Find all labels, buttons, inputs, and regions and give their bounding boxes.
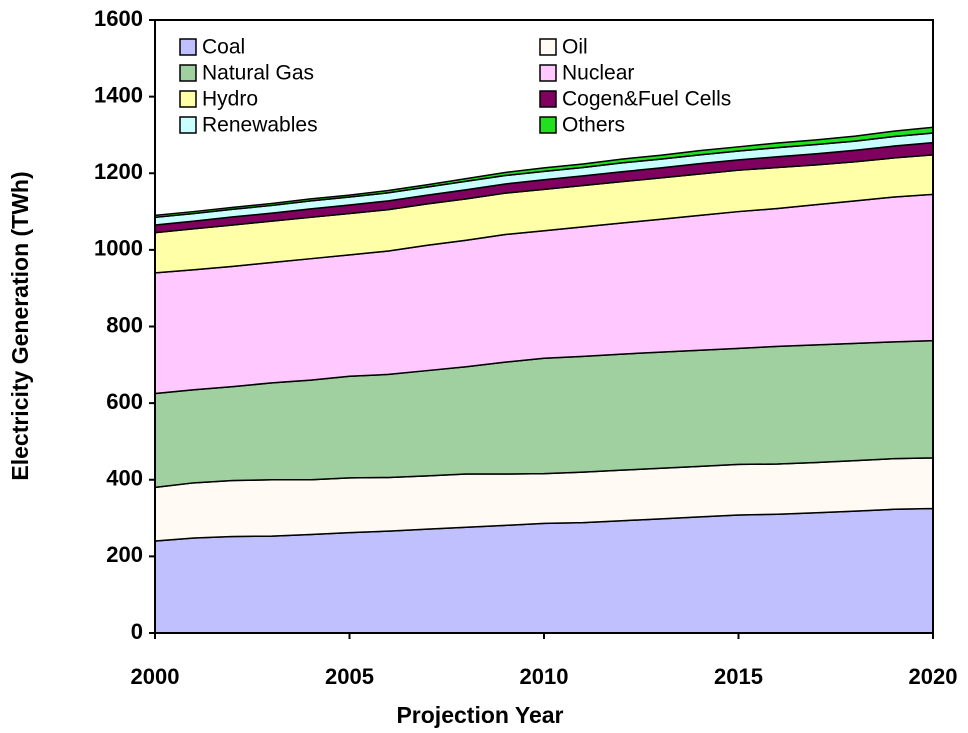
x-axis-title: Projection Year [396,702,563,728]
legend-label: Cogen&Fuel Cells [562,88,731,111]
legend-label: Oil [562,36,588,59]
legend-swatch [179,64,197,82]
y-tick-label: 200 [106,542,143,567]
legend-swatch [539,38,557,56]
x-tick-label: 2000 [131,664,180,689]
y-tick-label: 1600 [94,6,143,31]
legend-swatch [539,90,557,108]
y-tick-label: 1000 [94,236,143,261]
x-tick-label: 2005 [325,664,374,689]
legend-label: Renewables [202,114,318,137]
legend-swatch [179,38,197,56]
legend-label: Nuclear [562,62,634,85]
legend-swatch [539,64,557,82]
y-tick-label: 800 [106,312,143,337]
legend-swatch [179,116,197,134]
y-tick-label: 1200 [94,159,143,184]
legend-swatch [179,90,197,108]
y-tick-label: 600 [106,389,143,414]
x-tick-label: 2010 [520,664,569,689]
y-tick-label: 0 [131,619,143,644]
y-tick-label: 1400 [94,82,143,107]
x-tick-label: 2020 [909,664,958,689]
y-axis-title: Electricity Generation (TWh) [7,171,33,480]
legend-label: Coal [202,36,245,59]
legend-label: Hydro [202,88,258,111]
legend-swatch [539,116,557,134]
y-tick-label: 400 [106,466,143,491]
legend-label: Others [562,114,625,137]
legend-label: Natural Gas [202,62,314,85]
x-tick-label: 2015 [714,664,763,689]
